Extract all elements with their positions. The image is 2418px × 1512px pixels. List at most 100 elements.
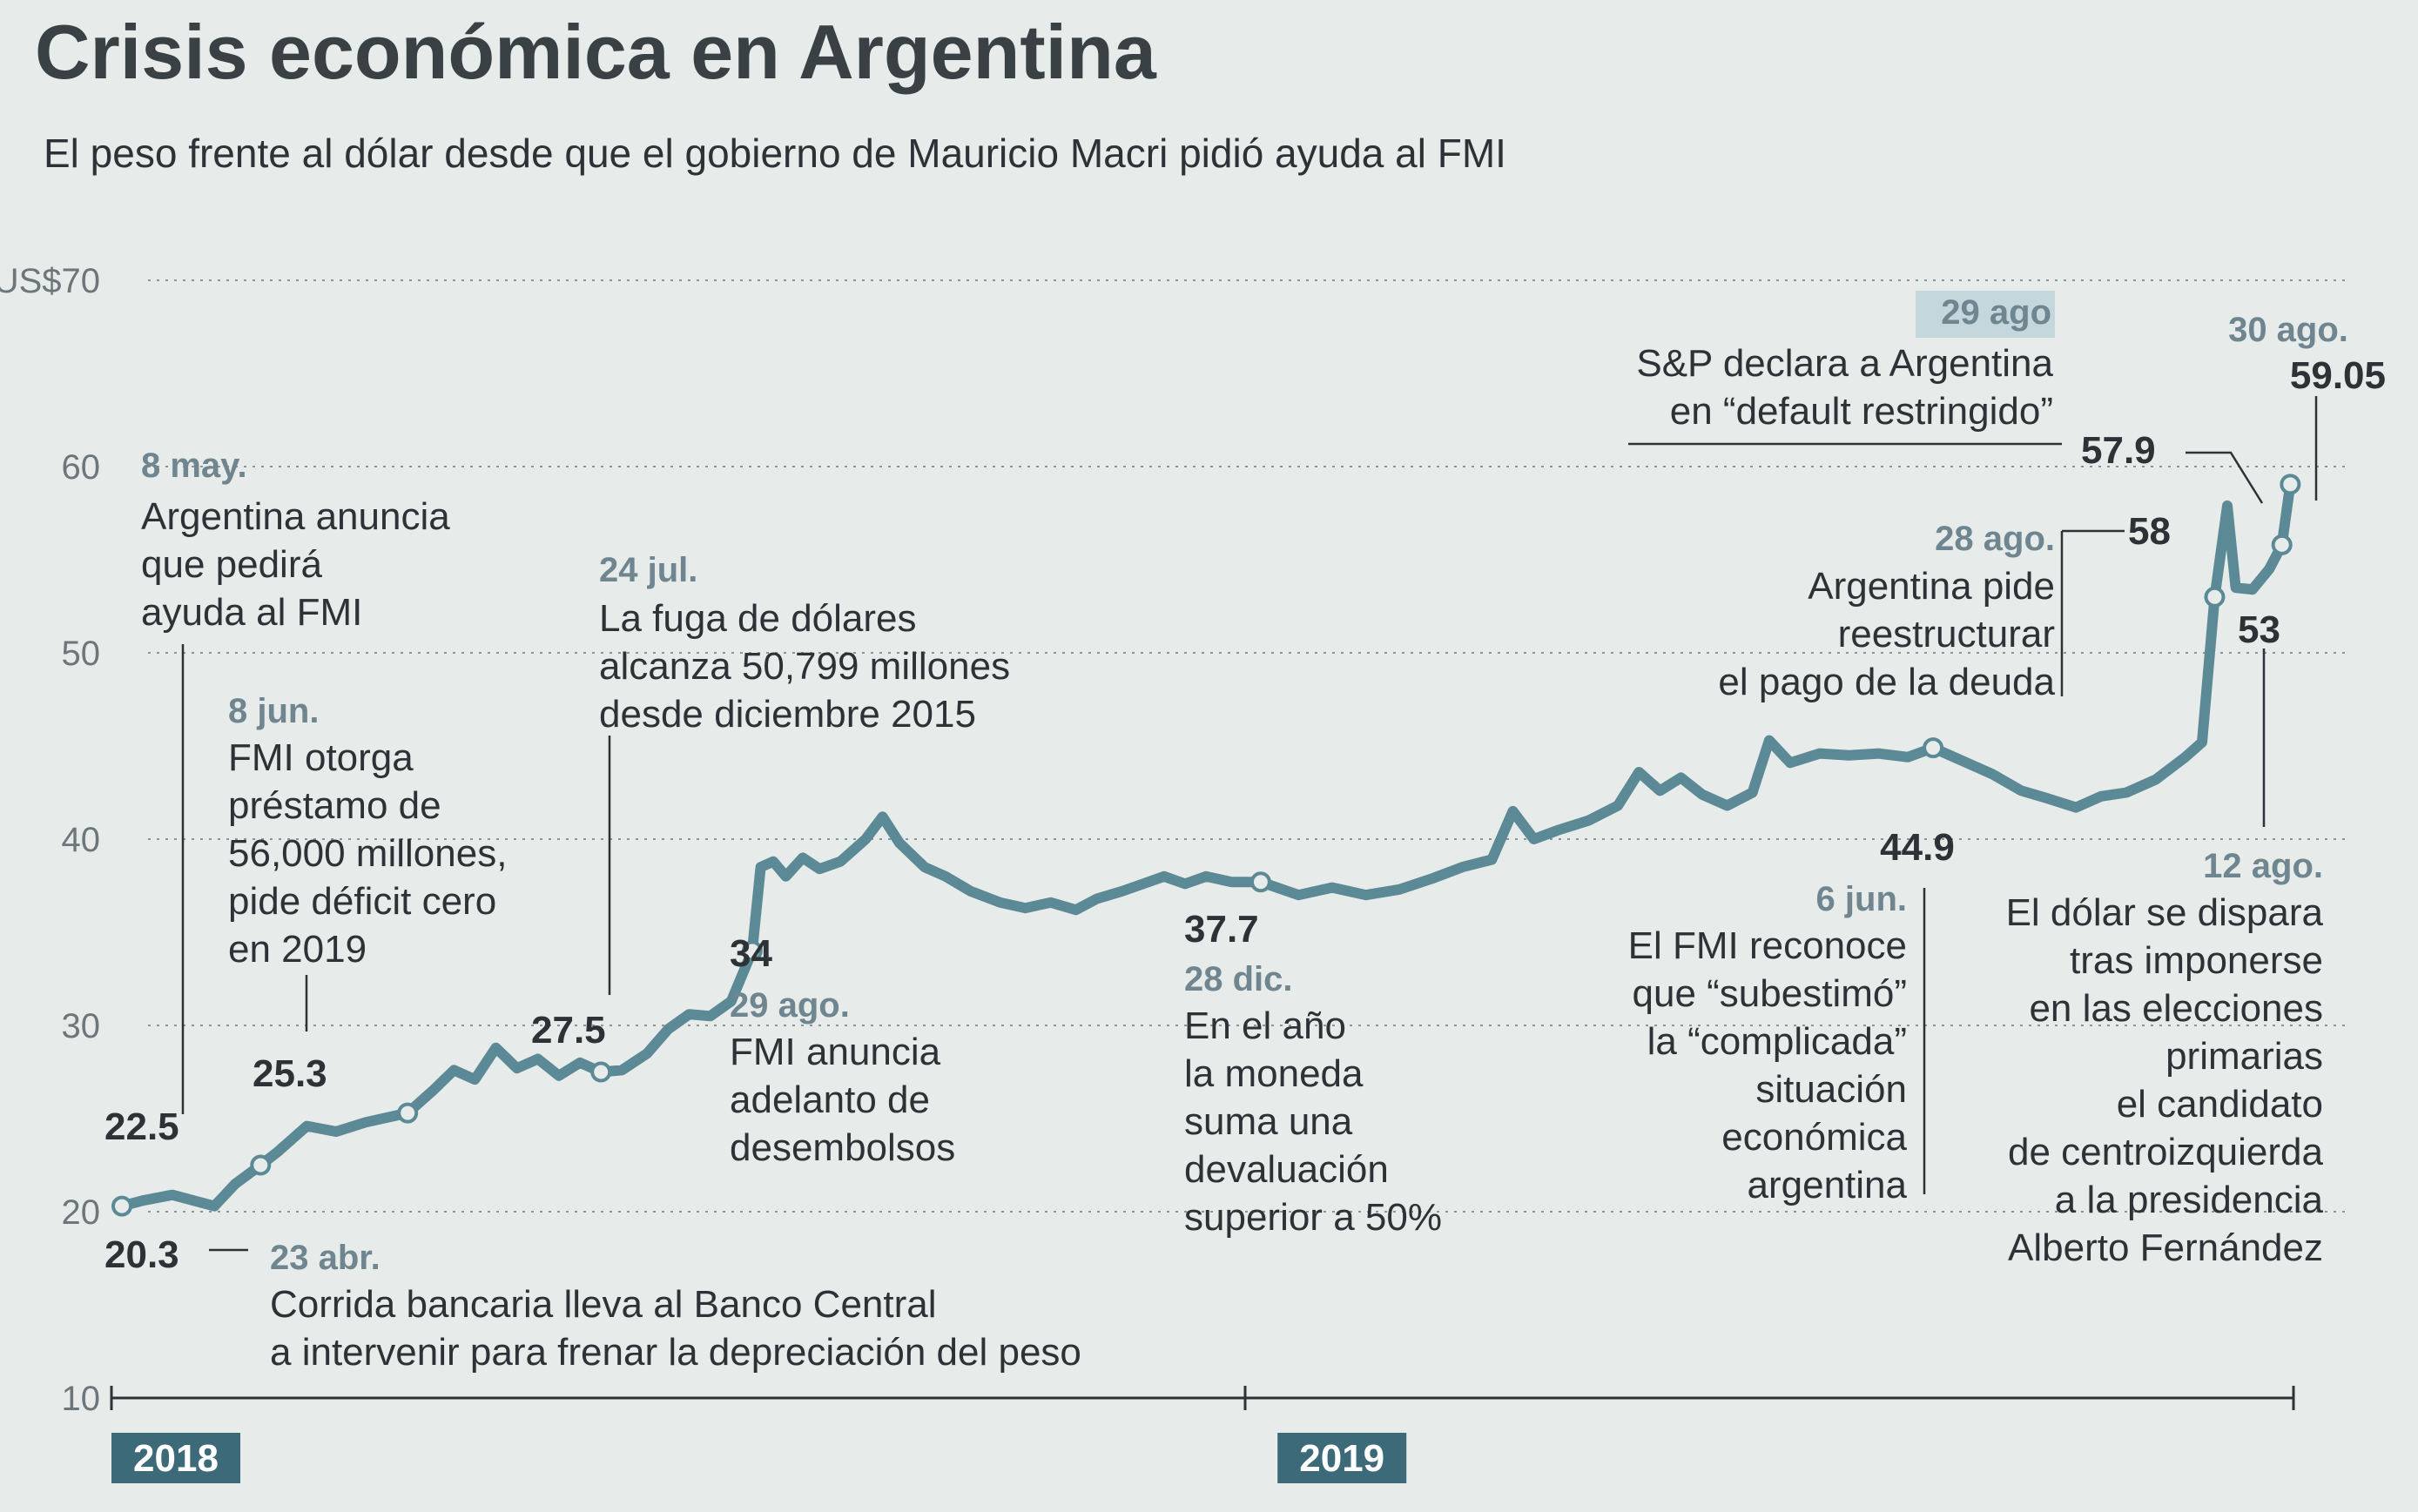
note-line: FMI otorga — [228, 736, 414, 779]
note-line: El FMI reconoce — [1628, 924, 1907, 967]
note-line: desembolsos — [730, 1126, 955, 1169]
date-label-aug28: 28 ago. — [1935, 520, 2055, 558]
note-aug12: El dólar se dispara tras imponerse en las … — [2006, 891, 2324, 1269]
value-label-dec28: 37.7 — [1184, 908, 1259, 951]
event-marker — [1249, 871, 1271, 893]
event-marker — [250, 1154, 272, 1176]
series-line — [117, 479, 2296, 1212]
note-line: suma una — [1184, 1100, 1353, 1143]
date-label-jun8: 8 jun. — [228, 692, 319, 730]
value-label-aug28: 58 — [2128, 510, 2171, 553]
annotations: 20.3 23 abr. Corrida bancaria lleva al B… — [104, 291, 2386, 1374]
value-label-aug30: 59.05 — [2290, 354, 2386, 397]
note-line: S&P declara a Argentina — [1636, 342, 2053, 385]
note-line: económica — [1721, 1116, 1907, 1159]
value-label-apr23: 20.3 — [104, 1233, 179, 1276]
note-line: en “default restringido” — [1670, 390, 2053, 433]
y-tick-label: 10 — [62, 1380, 101, 1418]
note-line: que “subestimó” — [1633, 972, 1907, 1015]
note-aug29: FMI anuncia adelanto de desembolsos — [730, 1031, 955, 1169]
note-line: que pedirá — [141, 543, 322, 586]
note-line: La fuga de dólares — [599, 597, 917, 640]
note-jun8: FMI otorga préstamo de 56,000 millones, pid… — [228, 736, 507, 971]
annotation-leaders — [181, 396, 2318, 1252]
gridlines — [148, 279, 2351, 1213]
date-label-aug29: 29 ago. — [730, 986, 850, 1025]
date-label-apr23: 23 abr. — [270, 1239, 381, 1277]
note-line: en las elecciones — [2029, 987, 2323, 1030]
note-jun6: El FMI reconoce que “subestimó” la “compli… — [1628, 924, 1908, 1206]
note-line: situación — [1755, 1068, 1907, 1111]
event-marker — [741, 940, 763, 962]
y-tick-label: 60 — [62, 448, 101, 487]
note-line: Corrida bancaria lleva al Banco Central — [270, 1283, 937, 1326]
note-line: Alberto Fernández — [2008, 1226, 2323, 1269]
y-tick-label: 30 — [62, 1007, 101, 1045]
event-markers — [111, 474, 2301, 1217]
value-label-jun8: 25.3 — [253, 1052, 327, 1095]
line-series — [117, 479, 2296, 1212]
note-jul24: La fuga de dólares alcanza 50,799 millone… — [599, 597, 1010, 736]
chart-subtitle: El peso frente al dólar desde que el gob… — [44, 131, 1506, 176]
event-marker — [590, 1061, 612, 1083]
year-badge — [111, 1433, 240, 1483]
note-line: préstamo de — [228, 784, 441, 827]
value-label-aug29b: 57.9 — [2081, 429, 2156, 472]
note-line: la “complicada” — [1647, 1020, 1907, 1063]
event-marker — [2204, 586, 2226, 608]
event-marker — [397, 1102, 419, 1124]
note-line: Argentina pide — [1808, 565, 2055, 608]
date-highlight-aug29b — [1916, 291, 2055, 338]
note-line: El dólar se dispara — [2006, 891, 2324, 934]
note-line: superior a 50% — [1184, 1196, 1442, 1239]
y-tick-label: 40 — [62, 821, 101, 859]
value-label-aug29: 34 — [730, 932, 772, 975]
date-label-aug30: 30 ago. — [2228, 311, 2348, 349]
value-label-jun6: 44.9 — [1880, 826, 1955, 869]
date-label-dec28: 28 dic. — [1184, 960, 1293, 998]
y-axis-ticks: US$70 60 50 40 30 20 10 — [0, 262, 100, 1418]
date-label-may8: 8 may. — [141, 447, 247, 485]
note-line: a la presidencia — [2055, 1179, 2324, 1221]
value-label-may8: 22.5 — [104, 1105, 179, 1148]
note-apr23: Corrida bancaria lleva al Banco Central a… — [270, 1283, 1081, 1374]
y-tick-label: 50 — [62, 635, 101, 673]
event-marker — [111, 1195, 132, 1217]
date-label-aug29b: 29 ago — [1941, 293, 2051, 332]
note-aug28: Argentina pide reestructurar el pago de la… — [1718, 565, 2055, 703]
note-line: desde diciembre 2015 — [599, 693, 976, 736]
event-marker — [2271, 534, 2293, 555]
note-line: el candidato — [2117, 1083, 2323, 1126]
note-line: de centroizquierda — [2008, 1131, 2324, 1173]
date-label-jun6: 6 jun. — [1816, 880, 1907, 918]
note-aug29b: S&P declara a Argentina en “default restr… — [1636, 342, 2053, 433]
note-line: ayuda al FMI — [141, 591, 362, 634]
note-line: alcanza 50,799 millones — [599, 645, 1010, 688]
event-marker — [1923, 737, 1944, 759]
date-label-aug12: 12 ago. — [2203, 847, 2323, 885]
note-line: el pago de la deuda — [1718, 661, 2055, 703]
note-line: reestructurar — [1838, 613, 2055, 655]
note-line: 56,000 millones, — [228, 832, 507, 875]
date-label-jul24: 24 jul. — [599, 551, 697, 589]
chart-title: Crisis económica en Argentina — [35, 9, 1157, 95]
x-axis: 2018 2019 — [110, 1386, 2295, 1483]
value-label-jul24: 27.5 — [531, 1009, 606, 1052]
note-line: adelanto de — [730, 1079, 930, 1121]
note-line: argentina — [1748, 1164, 1908, 1206]
note-line: en 2019 — [228, 928, 367, 971]
note-line: la moneda — [1184, 1052, 1364, 1095]
year-badge — [1277, 1433, 1407, 1483]
y-tick-label: 20 — [62, 1193, 101, 1232]
year-label: 2018 — [133, 1437, 219, 1480]
value-label-aug12: 53 — [2238, 608, 2280, 651]
note-line: pide déficit cero — [228, 880, 496, 923]
leader-line — [2186, 451, 2264, 504]
note-line: devaluación — [1184, 1148, 1389, 1191]
note-may8: Argentina anuncia que pedirá ayuda al FMI — [141, 495, 450, 634]
note-line: FMI anuncia — [730, 1031, 941, 1073]
y-tick-label: US$70 — [0, 262, 100, 300]
note-line: tras imponerse — [2070, 939, 2323, 982]
